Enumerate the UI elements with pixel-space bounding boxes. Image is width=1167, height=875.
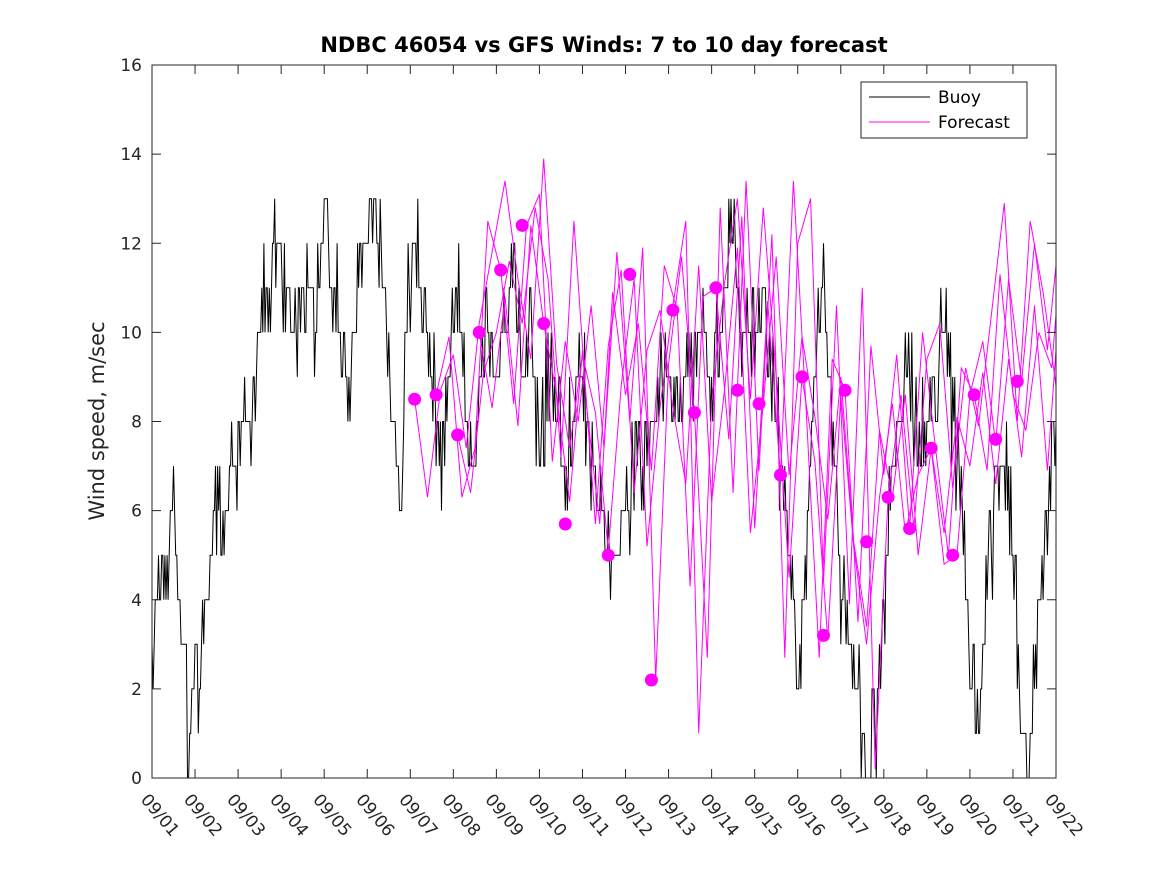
forecast-point <box>838 383 852 397</box>
forecast-point <box>623 267 637 281</box>
forecast-point <box>687 406 701 420</box>
y-tick-label: 2 <box>131 680 142 700</box>
forecast-point <box>666 303 680 317</box>
forecast-point <box>408 392 422 406</box>
forecast-point <box>472 325 486 339</box>
y-axis: 0 2 4 6 8 10 12 14 16 <box>120 56 1056 789</box>
y-tick-label: 16 <box>120 56 142 76</box>
forecast-point <box>429 388 443 402</box>
forecast-point <box>817 628 830 642</box>
y-tick-label: 10 <box>120 323 142 343</box>
forecast-point <box>924 441 938 455</box>
forecast-point <box>860 535 874 549</box>
chart-title: NDBC 46054 vs GFS Winds: 7 to 10 day for… <box>320 33 887 57</box>
forecast-point <box>946 548 960 562</box>
forecast-point <box>558 517 572 531</box>
plot-area <box>152 65 1056 778</box>
forecast-point <box>644 673 658 687</box>
y-tick-label: 6 <box>131 502 142 522</box>
y-axis-label: Wind speed, m/sec <box>85 321 109 520</box>
legend-forecast-label: Forecast <box>938 113 1010 133</box>
forecast-point <box>774 468 787 482</box>
forecast-point <box>752 397 766 411</box>
buoy-series-line <box>151 198 1057 779</box>
forecast-point <box>989 432 1003 446</box>
y-tick-label: 8 <box>131 413 142 433</box>
forecast-point <box>515 218 529 232</box>
forecast-series-line <box>478 225 1057 627</box>
forecast-point <box>537 317 551 330</box>
forecast-point <box>451 428 465 442</box>
forecast-point <box>1010 374 1024 388</box>
forecast-point <box>967 388 981 402</box>
forecast-point <box>494 263 508 277</box>
forecast-point <box>709 281 723 295</box>
forecast-point <box>601 548 615 562</box>
forecast-point <box>903 522 917 535</box>
legend: Buoy Forecast <box>860 81 1028 139</box>
y-tick-label: 4 <box>131 591 142 611</box>
y-tick-label: 14 <box>120 145 142 165</box>
forecast-point <box>730 383 744 397</box>
legend-buoy-label: Buoy <box>938 88 981 108</box>
y-tick-label: 12 <box>120 234 142 254</box>
forecast-point <box>881 490 895 504</box>
data-layer <box>151 158 1057 779</box>
legend-box <box>860 81 1028 139</box>
forecast-point <box>795 370 809 384</box>
y-tick-label: 0 <box>131 769 142 789</box>
forecast-series-line <box>457 180 1057 658</box>
